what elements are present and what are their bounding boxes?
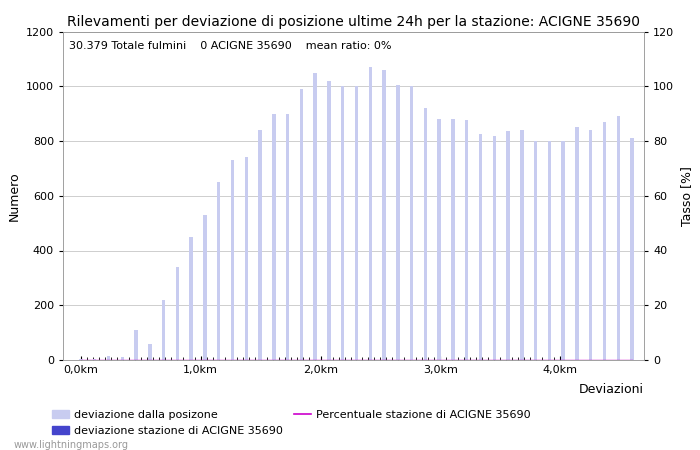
Bar [534,141,538,360]
Bar [410,86,413,360]
Bar [465,121,468,360]
Y-axis label: Tasso [%]: Tasso [%] [680,166,693,226]
Bar [368,67,372,360]
Legend: deviazione dalla posizone, deviazione stazione di ACIGNE 35690, Percentuale staz: deviazione dalla posizone, deviazione st… [48,405,536,440]
Title: Rilevamenti per deviazione di posizione ultime 24h per la stazione: ACIGNE 35690: Rilevamenti per deviazione di posizione … [67,15,640,29]
Bar [424,108,427,360]
Bar [520,130,524,360]
Bar [148,344,152,360]
Bar [561,141,565,360]
Bar [300,89,303,360]
Bar [506,131,510,360]
Bar [244,158,248,360]
Bar [630,138,634,360]
Text: Deviazioni: Deviazioni [579,383,644,396]
Bar [355,86,358,360]
Bar [589,130,592,360]
Bar [120,357,124,360]
Bar [176,267,179,360]
Bar [231,160,234,360]
Bar [272,113,276,360]
Bar [190,237,193,360]
Bar [575,127,579,360]
Bar [217,182,220,360]
Bar [79,359,83,360]
Bar [341,86,344,360]
Y-axis label: Numero: Numero [7,171,20,220]
Bar [203,215,206,360]
Text: 30.379 Totale fulmini    0 ACIGNE 35690    mean ratio: 0%: 30.379 Totale fulmini 0 ACIGNE 35690 mea… [69,41,391,51]
Bar [93,359,97,360]
Bar [134,330,138,360]
Bar [617,117,620,360]
Bar [603,122,606,360]
Bar [162,300,165,360]
Bar [547,141,551,360]
Bar [107,356,110,360]
Bar [493,135,496,360]
Bar [286,113,289,360]
Bar [314,72,317,360]
Bar [479,134,482,360]
Bar [438,119,441,360]
Bar [327,81,330,360]
Text: www.lightningmaps.org: www.lightningmaps.org [14,440,129,450]
Bar [452,119,455,360]
Bar [382,70,386,360]
Bar [396,85,400,360]
Bar [258,130,262,360]
